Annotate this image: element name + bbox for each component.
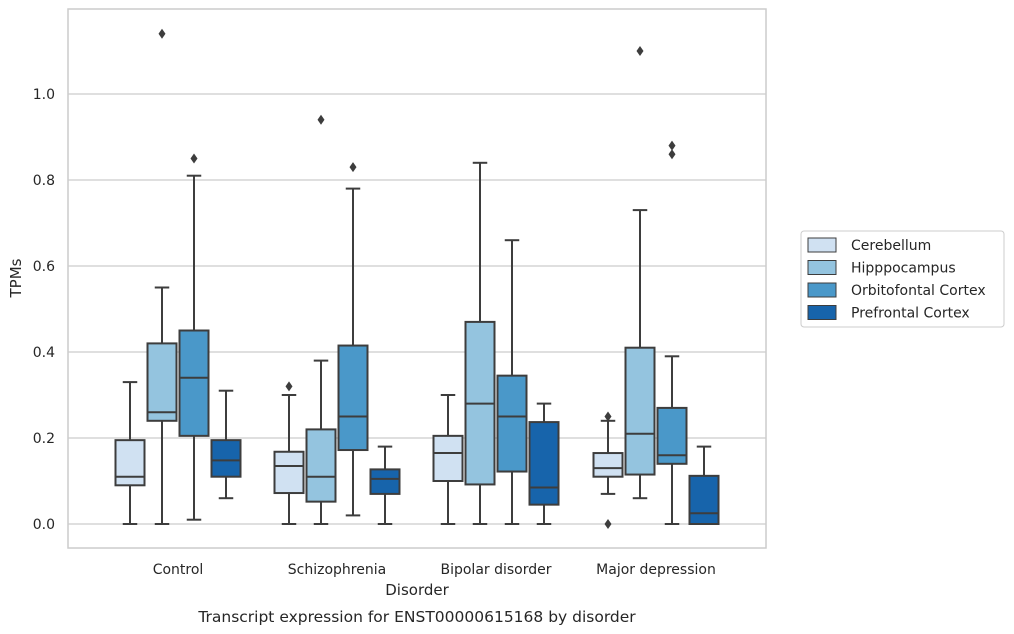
iqr-box bbox=[592, 452, 624, 478]
iqr-box bbox=[624, 346, 656, 476]
y-tick-label: 0.2 bbox=[33, 431, 55, 447]
y-tick-label: 0.0 bbox=[33, 517, 55, 533]
outlier-point bbox=[158, 28, 166, 39]
outlier-point bbox=[668, 140, 676, 151]
iqr-box bbox=[688, 474, 720, 525]
box-hipppocampus bbox=[146, 28, 178, 525]
outlier-point bbox=[349, 162, 357, 173]
box-hipppocampus bbox=[624, 46, 656, 500]
y-tick-label: 0.6 bbox=[33, 259, 55, 275]
box-prefrontal-cortex bbox=[210, 389, 242, 500]
x-tick-label: Schizophrenia bbox=[288, 562, 386, 578]
outlier-point bbox=[190, 153, 198, 164]
box-hipppocampus bbox=[464, 161, 496, 525]
iqr-box bbox=[496, 374, 528, 473]
iqr-box bbox=[432, 434, 464, 483]
box-prefrontal-cortex bbox=[528, 402, 560, 525]
x-axis-label: Disorder bbox=[385, 581, 449, 599]
box-cerebellum bbox=[432, 394, 464, 525]
y-tick-label: 1.0 bbox=[33, 87, 55, 103]
iqr-box bbox=[528, 421, 560, 506]
x-tick-label: Control bbox=[153, 562, 204, 578]
y-tick-label: 0.4 bbox=[33, 345, 55, 361]
outlier-point bbox=[668, 149, 676, 160]
legend-label: Hipppocampus bbox=[851, 261, 956, 277]
legend-swatch bbox=[807, 305, 837, 320]
legend-swatch bbox=[807, 282, 837, 298]
y-tick-label: 0.8 bbox=[33, 173, 55, 189]
outlier-point bbox=[604, 519, 612, 529]
x-tick-label: Major depression bbox=[596, 562, 716, 578]
iqr-box bbox=[305, 428, 337, 503]
box-orbitofontal-cortex bbox=[496, 239, 528, 525]
legend-frame bbox=[800, 230, 1005, 328]
iqr-box bbox=[114, 439, 146, 487]
plot-frame bbox=[67, 8, 767, 549]
iqr-box bbox=[146, 342, 178, 422]
box-orbitofontal-cortex bbox=[337, 162, 369, 517]
legend-swatch bbox=[807, 260, 837, 275]
box-plots bbox=[114, 28, 720, 529]
legend: Cerebellum Hipppocampus Orbitofontal Corte… bbox=[800, 230, 1005, 328]
iqr-box bbox=[178, 329, 210, 437]
outlier-point bbox=[285, 381, 293, 392]
box-cerebellum bbox=[114, 381, 146, 525]
x-tick-labels: Control Schizophrenia Bipolar disorder Majo… bbox=[153, 562, 716, 578]
outlier-point bbox=[317, 114, 325, 125]
box-orbitofontal-cortex bbox=[178, 153, 210, 521]
box-hipppocampus bbox=[305, 114, 337, 525]
y-axis-label: TPMs bbox=[7, 258, 25, 298]
iqr-box bbox=[369, 468, 401, 495]
box-cerebellum bbox=[592, 411, 624, 529]
iqr-box bbox=[210, 439, 242, 478]
legend-label: Orbitofontal Cortex bbox=[851, 283, 986, 299]
legend-swatch bbox=[807, 237, 837, 253]
iqr-box bbox=[273, 450, 305, 495]
y-tick-labels: 0.0 0.2 0.4 0.6 0.8 1.0 bbox=[33, 87, 55, 533]
outlier-point bbox=[604, 411, 612, 422]
box-orbitofontal-cortex bbox=[656, 140, 688, 525]
outlier-point bbox=[636, 46, 644, 56]
x-tick-label: Bipolar disorder bbox=[440, 562, 551, 578]
chart-caption: Transcript expression for ENST0000061516… bbox=[197, 608, 636, 626]
legend-label: Prefrontal Cortex bbox=[851, 306, 970, 322]
iqr-box bbox=[337, 344, 369, 452]
legend-label: Cerebellum bbox=[851, 238, 931, 254]
box-prefrontal-cortex bbox=[369, 445, 401, 525]
legend-items: Cerebellum Hipppocampus Orbitofontal Corte… bbox=[807, 237, 986, 322]
box-cerebellum bbox=[273, 381, 305, 525]
box-prefrontal-cortex bbox=[688, 445, 720, 525]
